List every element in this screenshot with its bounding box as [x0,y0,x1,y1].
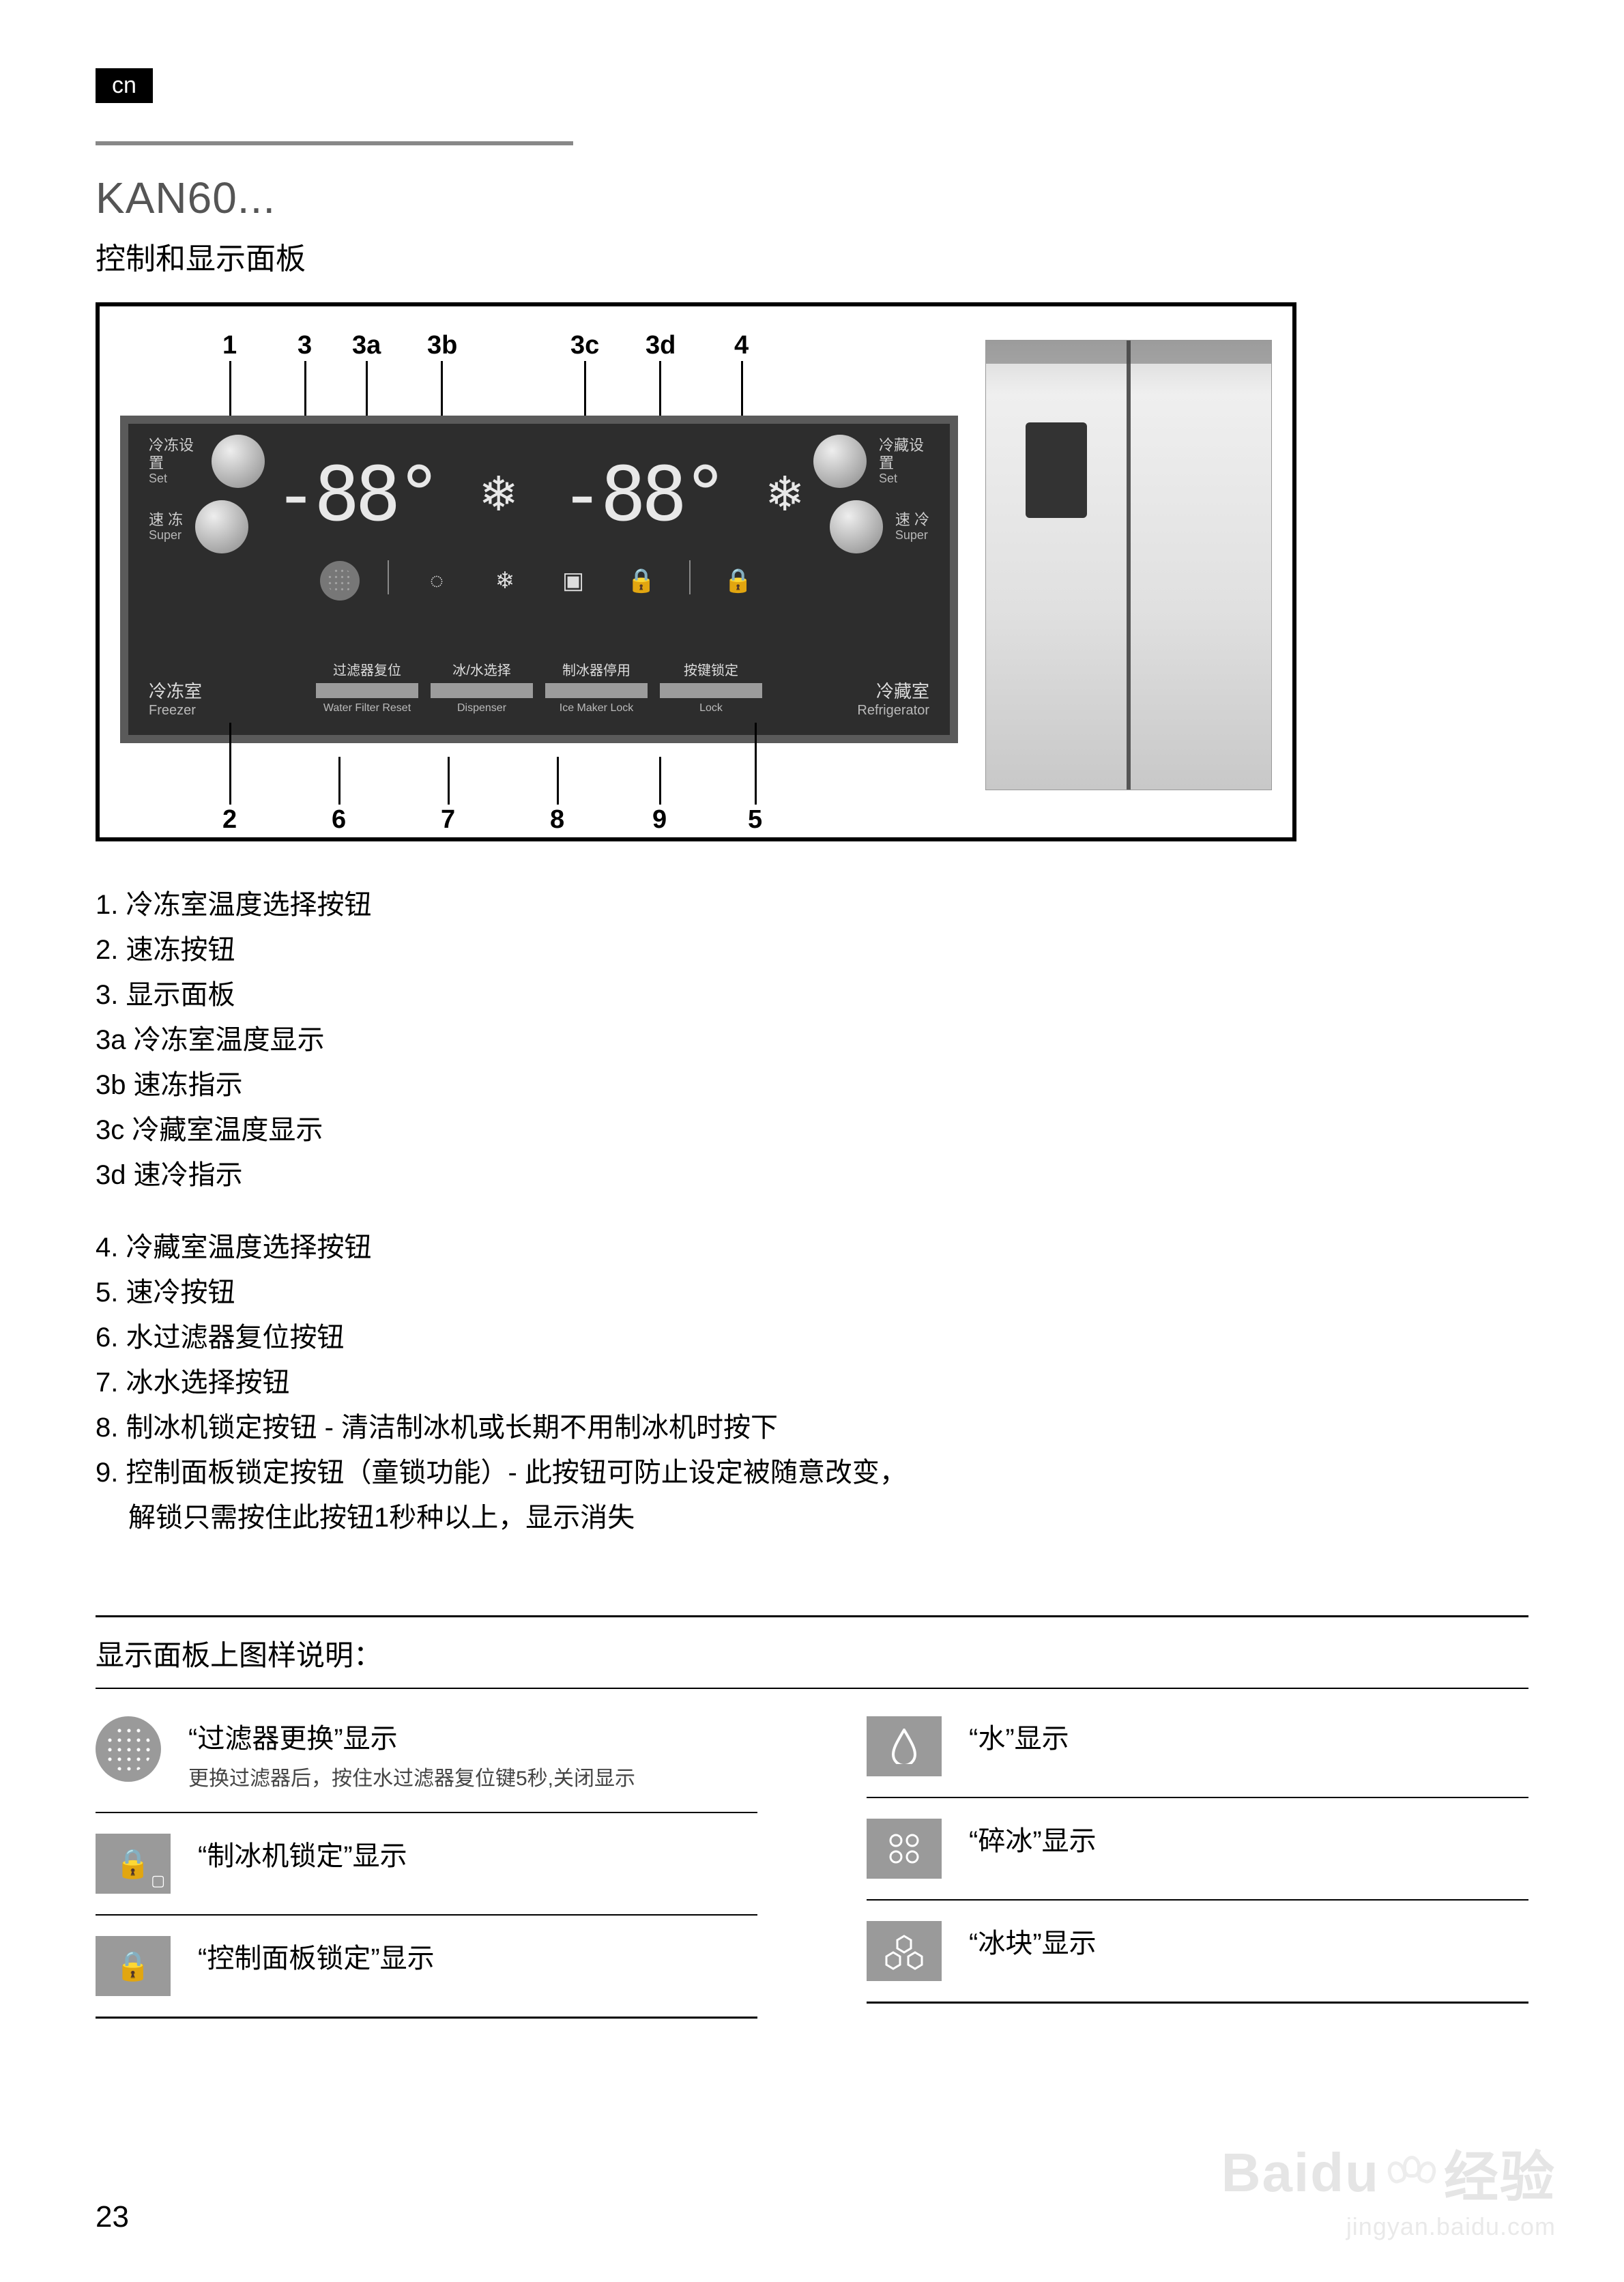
icon-desc: “水”显示 [969,1716,1069,1756]
callout-2: 2 [222,805,237,835]
legend-item: 3b 速冻指示 [96,1063,1528,1108]
icon-desc: “冰块”显示 [969,1921,1097,1961]
temp-displays: -88° ❄ -88° ❄ [265,450,813,538]
page-number: 23 [96,2200,129,2234]
dispenser-graphic [1026,422,1087,518]
ice-cubes-icon: ▣ [553,560,594,601]
callout-3d: 3d [646,331,676,360]
icon-table: “过滤器更换”显示更换过滤器后，按住水过滤器复位键5秒,关闭显示 🔒▢ “制冰机… [96,1696,1528,2019]
legend-item: 2. 速冻按钮 [96,927,1528,972]
icon-table-right: “水”显示 “碎冰”显示 “冰块”显示 [867,1696,1528,2019]
snowflake-icon: ❄ [478,466,519,522]
function-tabs: 过滤器复位Water Filter Reset 冰/水选择Dispenser 制… [265,659,813,719]
callout-3b: 3b [427,331,457,360]
icon-desc: “制冰机锁定”显示 [198,1834,407,1873]
icon-table-title: 显示面板上图样说明： [96,1615,1528,1689]
freezer-room-label: 冷冻室Freezer [149,678,265,719]
model-title: KAN60... [96,173,1528,223]
icemaker-lock-icon: 🔒▢ [96,1834,171,1894]
legend-item-cont: 解锁只需按住此按钮1秒种以上，显示消失 [96,1495,1528,1540]
filter-icon [96,1716,161,1782]
table-row: “水”显示 [867,1696,1528,1798]
tab-icemaker-lock[interactable]: 制冰器停用Ice Maker Lock [545,659,648,714]
super-freeze-button[interactable] [195,500,248,553]
icemaker-lock-icon: 🔒 [621,560,662,601]
panel-lock-icon: 🔒 [96,1936,171,1996]
fridge-room-label: 冷藏室Refrigerator [813,678,929,719]
fridge-set-button[interactable] [813,435,867,488]
tab-panel-lock[interactable]: 按键锁定Lock [660,659,762,714]
callout-3: 3 [298,331,312,360]
legend-item: 3c 冷藏室温度显示 [96,1108,1528,1153]
legend-item: 5. 速冷按钮 [96,1270,1528,1315]
callout-4: 4 [734,331,749,360]
watermark: Baidu 经验 jingyan.baidu.com [1221,2133,1556,2241]
legend-item: 4. 冷藏室温度选择按钮 [96,1225,1528,1270]
freezer-controls: 冷冻设置Set 速 冻Super [149,435,265,553]
tab-dispenser[interactable]: 冰/水选择Dispenser [431,659,533,714]
legend-item: 3. 显示面板 [96,972,1528,1017]
freezer-temp-display: -88° [273,450,437,538]
icon-table-left: “过滤器更换”显示更换过滤器后，按住水过滤器复位键5秒,关闭显示 🔒▢ “制冰机… [96,1696,757,2019]
callout-5: 5 [748,805,762,835]
legend-item: 3d 速冷指示 [96,1153,1528,1198]
legend-list: 1. 冷冻室温度选择按钮 2. 速冻按钮 3. 显示面板 3a 冷冻室温度显示 … [96,882,1528,1540]
page-subtitle: 控制和显示面板 [96,234,1528,278]
table-row: 🔒 “控制面板锁定”显示 [96,1916,757,2019]
divider [388,560,389,594]
table-row: “冰块”显示 [867,1901,1528,2004]
icon-desc: “碎冰”显示 [969,1819,1097,1858]
legend-item: 8. 制冰机锁定按钮 - 清洁制冰机或长期不用制冰机时按下 [96,1405,1528,1450]
callout-8: 8 [550,805,564,835]
icon-desc: “过滤器更换”显示更换过滤器后，按住水过滤器复位键5秒,关闭显示 [188,1716,635,1791]
water-drop-icon: ◌ [416,560,457,601]
callout-6: 6 [332,805,346,835]
control-panel-figure: 1 3 3a 3b 3c 3d 4 冷冻设置Set [96,302,1296,841]
callouts-bottom: 2 6 7 8 9 5 [120,794,958,835]
tab-filter-reset[interactable]: 过滤器复位Water Filter Reset [316,659,418,714]
filter-icon [319,560,360,601]
super-cool-button[interactable] [830,500,883,553]
callout-3a: 3a [352,331,381,360]
table-row: “过滤器更换”显示更换过滤器后，按住水过滤器复位键5秒,关闭显示 [96,1696,757,1813]
freezer-set-label: 冷冻设置Set [149,437,199,485]
crushed-ice-icon [867,1819,942,1879]
legend-item: 1. 冷冻室温度选择按钮 [96,882,1528,927]
freezer-set-button[interactable] [212,435,265,488]
snowflake-icon: ❄ [765,466,805,522]
callout-7: 7 [441,805,455,835]
watermark-url: jingyan.baidu.com [1221,2212,1556,2241]
section-rule [96,141,573,145]
table-row: 🔒▢ “制冰机锁定”显示 [96,1813,757,1916]
divider [689,560,691,594]
fridge-illustration [985,340,1272,790]
callout-3c: 3c [570,331,599,360]
fridge-set-label: 冷藏设置Set [879,437,929,485]
indicator-icons-row: ◌ ❄ ▣ 🔒 🔒 [149,560,929,601]
callouts-top: 1 3 3a 3b 3c 3d 4 [120,331,958,413]
crushed-ice-icon: ❄ [484,560,525,601]
panel-wrap: 1 3 3a 3b 3c 3d 4 冷冻设置Set [120,334,958,796]
panel-lock-icon: 🔒 [718,560,759,601]
fridge-controls: 冷藏设置Set 速 冷Super [813,435,929,553]
legend-item: 9. 控制面板锁定按钮（童锁功能）- 此按钮可防止设定被随意改变， [96,1450,1528,1495]
super-cool-label: 速 冷Super [895,511,929,543]
fridge-temp-display: -88° [560,450,724,538]
table-row: “碎冰”显示 [867,1798,1528,1901]
icon-desc: “控制面板锁定”显示 [198,1936,435,1976]
watermark-logo-text: Baidu [1221,2141,1380,2204]
ice-cubes-icon [867,1921,942,1981]
language-badge: cn [96,68,153,103]
legend-item: 3a 冷冻室温度显示 [96,1017,1528,1063]
legend-item: 7. 冰水选择按钮 [96,1360,1528,1405]
water-drop-icon [867,1716,942,1776]
control-panel: 冷冻设置Set 速 冻Super -88° ❄ -88° ❄ [120,416,958,743]
legend-item: 6. 水过滤器复位按钮 [96,1315,1528,1360]
callout-1: 1 [222,331,237,360]
paw-icon [1388,2156,1436,2190]
super-freeze-label: 速 冻Super [149,511,183,543]
callout-9: 9 [652,805,667,835]
watermark-cn: 经验 [1444,2133,1556,2212]
